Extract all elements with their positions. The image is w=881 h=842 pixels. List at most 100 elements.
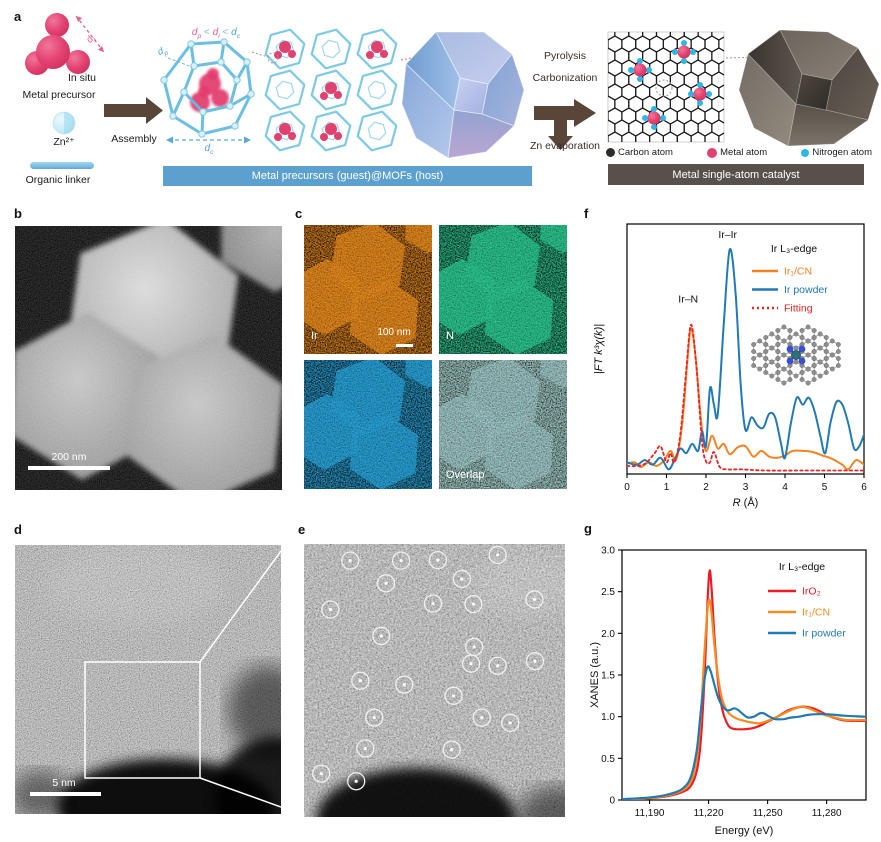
panel-e-label: e (298, 522, 306, 537)
pyrolysis-label: Pyrolysis (543, 50, 586, 62)
assembly-arrow (104, 97, 163, 124)
panel-d-label: d (14, 522, 22, 537)
svg-text:0: 0 (609, 796, 615, 807)
svg-text:Ir powder: Ir powder (802, 628, 846, 640)
metal-precursor-label: Metal precursor (22, 89, 96, 101)
graphene-sheet (607, 31, 725, 143)
svg-text:11,280: 11,280 (812, 808, 842, 819)
zif-cage (160, 38, 255, 138)
atom-legend-carbon: Carbon atom (606, 147, 673, 158)
panel-f-label: f (584, 206, 589, 221)
series-IrO₂ (622, 569, 866, 800)
svg-text:1.5: 1.5 (601, 671, 615, 682)
panel-c-label: c (295, 206, 303, 221)
sac-banner: Metal single-atom catalyst (608, 164, 864, 185)
carbon-atom-label: Carbon atom (618, 147, 673, 158)
axes: 11,190 11,220 11,250 11,280 0 0.5 1.0 1.5 2.0 2.5… (601, 546, 867, 819)
in-situ-label: In situ (67, 72, 96, 84)
panel-c-map-ir (304, 225, 432, 354)
nitrogen-atom-icon (801, 148, 810, 157)
panel-b-scalebar-line (28, 466, 110, 470)
atom-legend-nitrogen: Nitrogen atom (801, 147, 872, 158)
panel-c-map-n (439, 225, 567, 354)
panel-a-label: a (14, 9, 22, 24)
panel-b-stem-image (15, 226, 282, 490)
series-Ir₁/CN (627, 327, 864, 471)
map-ir-label: Ir (311, 330, 318, 342)
panel-g-label: g (584, 521, 592, 536)
map-overlap-label: Overlap (446, 469, 485, 481)
svg-text:2.0: 2.0 (601, 629, 615, 640)
svg-text:Ir L₃-edge: Ir L₃-edge (771, 243, 817, 255)
zn-ion-label: Zn²⁺ (53, 136, 75, 148)
svg-text:2.5: 2.5 (601, 587, 615, 598)
panel-c-scalebar-line (396, 344, 413, 347)
cage-diameter-label: dc (204, 143, 214, 156)
panel-b-label: b (14, 206, 22, 221)
svg-text:3.0: 3.0 (601, 546, 615, 557)
panel-d-scalebar-label: 5 nm (52, 777, 76, 789)
metal-atom-icon (707, 147, 718, 158)
axes: 0 1 2 3 4 5 6 (624, 223, 867, 493)
svg-text:0: 0 (624, 482, 630, 493)
xanes-chart: 11,190 11,220 11,250 11,280 0 0.5 1.0 1.5 2.0 2.5… (589, 546, 867, 837)
svg-text:1: 1 (664, 482, 670, 493)
y-axis-label: |FT k³χ(k)| (593, 324, 605, 374)
peak-label: Ir–N (678, 294, 698, 306)
panel-e-haadf-zoom-image (304, 544, 565, 817)
zoom-region-box (84, 550, 281, 808)
peak-label: Ir–Ir (718, 229, 737, 241)
carbonization-label: Carbonization (532, 72, 598, 84)
single-atom-markers (312, 545, 545, 791)
x-axis-label: Energy (eV) (715, 825, 774, 837)
svg-text:Ir₁/CN: Ir₁/CN (784, 266, 812, 278)
svg-text:11,220: 11,220 (694, 808, 724, 819)
series-Ir₁/CN (622, 598, 866, 800)
atom-legend-metal: Metal atom (707, 147, 767, 158)
svg-text:4: 4 (782, 482, 788, 493)
series-Ir powder (622, 665, 866, 800)
metal-atom-label: Metal atom (720, 147, 768, 158)
carbon-atom-icon (606, 148, 615, 157)
assembly-label: Assembly (111, 133, 157, 145)
svg-text:IrO₂: IrO₂ (802, 586, 821, 598)
y-axis-label: XANES (a.u.) (589, 642, 601, 708)
svg-text:11,250: 11,250 (753, 808, 783, 819)
x-axis-label: R (Å) (733, 496, 759, 509)
svg-text:3: 3 (743, 482, 749, 493)
exafs-chart: 0 1 2 3 4 5 6 R (Å) |FT k³χ(k)| Ir–N Ir–Ir Ir L₃-ed… (593, 223, 867, 509)
svg-text:1.0: 1.0 (601, 712, 615, 723)
mof-polyhedron (401, 31, 525, 159)
svg-text:Ir₁/CN: Ir₁/CN (802, 607, 830, 619)
svg-text:6: 6 (861, 482, 867, 493)
panel-d-scalebar-line (30, 792, 101, 796)
dark-regions (15, 545, 281, 814)
panel-a-artwork (25, 13, 880, 169)
svg-text:Ir L₃-edge: Ir L₃-edge (779, 561, 825, 573)
panel-c-map-c (304, 360, 432, 489)
zn-evaporation-label: Zn evaporation (529, 140, 601, 152)
pyrolysis-arrow (534, 99, 596, 150)
series-Ir powder (627, 247, 864, 471)
svg-text:2: 2 (703, 482, 709, 493)
legend: Ir L₃-edge Ir₁/CN Ir powder Fitting (752, 243, 828, 315)
legend: Ir L₃-edge IrO₂ Ir₁/CN Ir powder (768, 561, 846, 640)
svg-text:Ir powder: Ir powder (784, 284, 828, 296)
organic-linker-label: Organic linker (25, 174, 91, 186)
size-inequality-label: dp < di < dc (191, 27, 241, 40)
sac-banner-text: Metal single-atom catalyst (672, 168, 800, 181)
map-n-label: N (446, 330, 454, 342)
zn-ion-icon (52, 111, 76, 135)
cage-diameter-arrow (166, 136, 251, 144)
nitrogen-atom-label: Nitrogen atom (812, 147, 872, 158)
panel-d-haadf-image (15, 545, 281, 814)
atom-legend: Carbon atom Metal atom Nitrogen atom (606, 147, 872, 158)
carbon-polyhedron (738, 29, 880, 147)
panel-c-scalebar-label: 100 nm (377, 327, 411, 338)
guest-host-banner-text: Metal precursors (guest)@MOFs (host) (251, 170, 444, 182)
panel-b-scalebar-label: 200 nm (51, 451, 87, 463)
svg-text:0.5: 0.5 (601, 754, 615, 765)
guest-host-banner: Metal precursors (guest)@MOFs (host) (163, 166, 532, 186)
svg-text:Fitting: Fitting (784, 303, 813, 315)
